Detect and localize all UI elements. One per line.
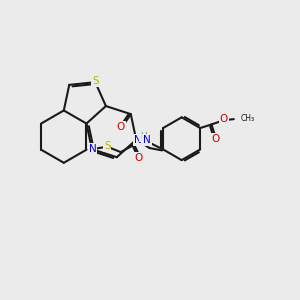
- Text: CH₃: CH₃: [240, 114, 254, 123]
- Text: O: O: [134, 153, 143, 163]
- Text: S: S: [104, 141, 111, 151]
- Text: N: N: [143, 135, 151, 145]
- Text: N: N: [88, 144, 96, 154]
- Text: O: O: [116, 122, 125, 132]
- Text: H: H: [140, 132, 147, 141]
- Text: N: N: [134, 135, 142, 145]
- Text: S: S: [92, 76, 99, 86]
- Text: O: O: [211, 134, 219, 144]
- Text: O: O: [220, 113, 228, 124]
